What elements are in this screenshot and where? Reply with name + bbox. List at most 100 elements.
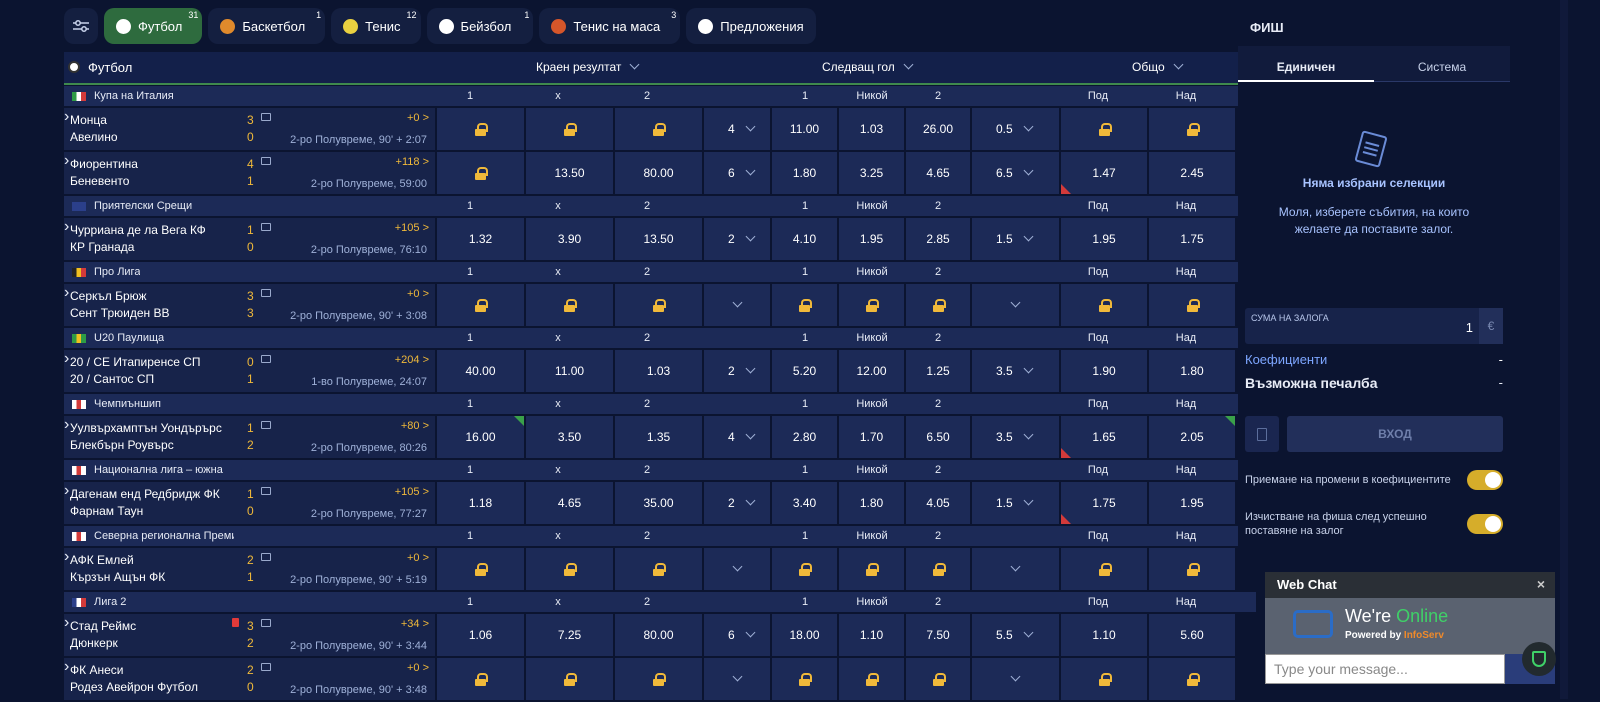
odds-button[interactable]: 80.00 xyxy=(615,614,702,656)
line-selector[interactable]: 2 xyxy=(704,350,770,392)
tab-sport[interactable]: Тенис на маса 3 xyxy=(539,8,681,44)
line-selector[interactable]: 0.5 xyxy=(972,108,1059,150)
match-info[interactable]: АФК Емлей Кързън Ащън ФК 2 1 +0 > › 2-ро Полу… xyxy=(64,548,435,590)
odds-button[interactable]: 7.25 xyxy=(526,614,613,656)
odds-button[interactable]: 2.45 xyxy=(1149,152,1235,194)
odds-button[interactable]: 80.00 xyxy=(615,152,702,194)
odds-button[interactable]: 1.47 xyxy=(1061,152,1147,194)
odds-button[interactable]: 16.00 xyxy=(437,416,524,458)
match-info[interactable]: Стад Реймс Дюнкерк 3 2 +34 > › 2-ро Полувреме… xyxy=(64,614,435,656)
odds-button[interactable]: 1.75 xyxy=(1061,482,1147,524)
line-selector[interactable]: 3.5 xyxy=(972,350,1059,392)
stats-icon[interactable] xyxy=(261,553,271,561)
match-info[interactable]: 20 / СЕ Итапиренсе СП 20 / Сантос СП 0 1 +20… xyxy=(64,350,435,392)
stats-icon[interactable] xyxy=(261,487,271,495)
odds-button[interactable]: 1.80 xyxy=(1149,350,1235,392)
odds-button[interactable]: 1.03 xyxy=(615,350,702,392)
match-info[interactable]: Чурриана де ла Вега КФ КР Гранада 1 0 +105 >… xyxy=(64,218,435,260)
line-selector[interactable]: 2 xyxy=(704,482,770,524)
odds-button[interactable]: 1.10 xyxy=(1061,614,1147,656)
stats-icon[interactable] xyxy=(261,223,271,231)
tab-single[interactable]: Единичен xyxy=(1238,60,1374,82)
match-info[interactable]: Фиорентина Беневенто 4 1 +118 > › 2-ро Полувр… xyxy=(64,152,435,194)
line-selector[interactable]: 3.5 xyxy=(972,416,1059,458)
odds-button[interactable]: 3.50 xyxy=(526,416,613,458)
stats-icon[interactable] xyxy=(261,663,271,671)
more-markets-link[interactable]: +105 > xyxy=(394,486,429,498)
odds-button[interactable]: 26.00 xyxy=(906,108,970,150)
odds-button[interactable]: 1.95 xyxy=(1061,218,1147,260)
line-selector[interactable]: 5.5 xyxy=(972,614,1059,656)
stake-value[interactable]: 1 xyxy=(1465,320,1473,335)
filter-button[interactable] xyxy=(64,8,98,44)
stats-icon[interactable] xyxy=(261,113,271,121)
odds-button[interactable]: 1.75 xyxy=(1149,218,1235,260)
odds-button[interactable]: 5.60 xyxy=(1149,614,1235,656)
odds-button[interactable]: 4.65 xyxy=(906,152,970,194)
match-info[interactable]: Серкъл Брюж Сент Трюиден ВВ 3 3 +0 > › 2-ро П… xyxy=(64,284,435,326)
market-selector-next-goal[interactable]: Следващ гол xyxy=(822,59,914,74)
market-selector-result[interactable]: Краен резултат xyxy=(536,59,640,74)
line-selector[interactable] xyxy=(972,658,1059,700)
odds-button[interactable]: 35.00 xyxy=(615,482,702,524)
clear-slip-toggle[interactable] xyxy=(1467,514,1503,534)
line-selector[interactable]: 6 xyxy=(704,614,770,656)
line-selector[interactable]: 4 xyxy=(704,416,770,458)
odds-button[interactable]: 13.50 xyxy=(615,218,702,260)
calculator-button[interactable] xyxy=(1245,416,1279,452)
odds-button[interactable]: 1.80 xyxy=(772,152,837,194)
more-markets-link[interactable]: +118 > xyxy=(395,156,429,168)
odds-button[interactable]: 7.50 xyxy=(906,614,970,656)
line-selector[interactable] xyxy=(972,548,1059,590)
more-markets-link[interactable]: +0 > xyxy=(406,662,429,674)
odds-button[interactable]: 40.00 xyxy=(437,350,524,392)
more-markets-link[interactable]: +105 > xyxy=(394,222,429,234)
odds-button[interactable]: 12.00 xyxy=(839,350,904,392)
odds-button[interactable]: 1.32 xyxy=(437,218,524,260)
odds-button[interactable]: 2.85 xyxy=(906,218,970,260)
odds-button[interactable]: 1.65 xyxy=(1061,416,1147,458)
odds-button[interactable]: 1.95 xyxy=(1149,482,1235,524)
stake-field[interactable]: СУМА НА ЗАЛОГА 1 € xyxy=(1245,308,1503,344)
odds-button[interactable]: 6.50 xyxy=(906,416,970,458)
login-button[interactable]: ВХОД xyxy=(1287,416,1503,452)
odds-button[interactable]: 1.03 xyxy=(839,108,904,150)
more-markets-link[interactable]: +34 > xyxy=(400,618,429,630)
stats-icon[interactable] xyxy=(261,157,271,165)
odds-button[interactable]: 1.35 xyxy=(615,416,702,458)
stats-icon[interactable] xyxy=(261,355,271,363)
more-markets-link[interactable]: +204 > xyxy=(394,354,429,366)
odds-button[interactable]: 1.80 xyxy=(839,482,904,524)
odds-button[interactable]: 1.18 xyxy=(437,482,524,524)
more-markets-link[interactable]: +0 > xyxy=(406,288,429,300)
line-selector[interactable]: 1.5 xyxy=(972,218,1059,260)
tab-sport[interactable]: Футбол 31 xyxy=(104,8,203,44)
odds-button[interactable]: 1.25 xyxy=(906,350,970,392)
line-selector[interactable]: 6 xyxy=(704,152,770,194)
odds-button[interactable]: 1.70 xyxy=(839,416,904,458)
line-selector[interactable]: 4 xyxy=(704,108,770,150)
match-info[interactable]: Уулвърхамптън Уондърърс Блекбърн Роувърс 1… xyxy=(64,416,435,458)
odds-button[interactable]: 4.05 xyxy=(906,482,970,524)
line-selector[interactable]: 1.5 xyxy=(972,482,1059,524)
tab-sport[interactable]: Тенис 12 xyxy=(331,8,421,44)
tab-sport[interactable]: Бейзбол 1 xyxy=(426,8,534,44)
line-selector[interactable]: 2 xyxy=(704,218,770,260)
odds-button[interactable]: 1.06 xyxy=(437,614,524,656)
odds-button[interactable]: 13.50 xyxy=(526,152,613,194)
odds-button[interactable]: 1.90 xyxy=(1061,350,1147,392)
tab-system[interactable]: Система xyxy=(1417,60,1467,74)
odds-button[interactable]: 18.00 xyxy=(772,614,837,656)
odds-button[interactable]: 5.20 xyxy=(772,350,837,392)
line-selector[interactable] xyxy=(704,548,770,590)
odds-button[interactable]: 11.00 xyxy=(526,350,613,392)
stats-icon[interactable] xyxy=(261,421,271,429)
odds-button[interactable]: 3.25 xyxy=(839,152,904,194)
chat-message-input[interactable]: Type your message... xyxy=(1265,654,1505,684)
security-shield-icon[interactable] xyxy=(1522,642,1556,676)
odds-button[interactable]: 4.10 xyxy=(772,218,837,260)
line-selector[interactable]: 6.5 xyxy=(972,152,1059,194)
stats-icon[interactable] xyxy=(261,289,271,297)
odds-button[interactable]: 1.95 xyxy=(839,218,904,260)
accept-odds-changes-toggle[interactable] xyxy=(1467,470,1503,490)
